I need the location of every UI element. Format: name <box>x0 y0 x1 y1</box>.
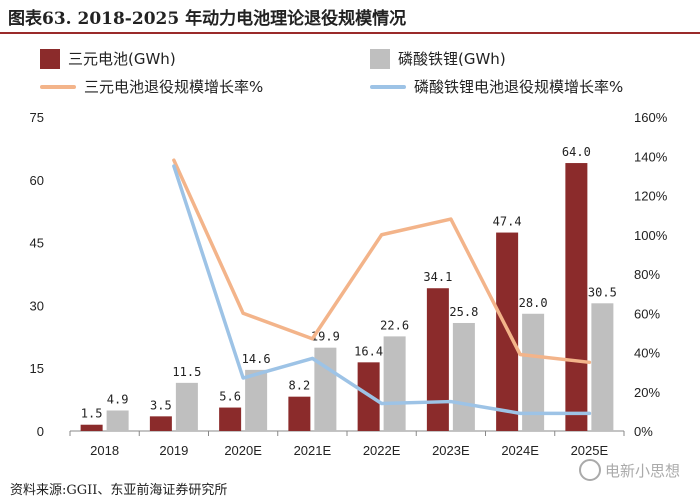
x-tick-label: 2021E <box>294 443 332 458</box>
bar-ncm <box>80 424 103 431</box>
bar-lfp <box>245 369 268 431</box>
data-label-lfp: 14.6 <box>242 352 271 366</box>
legend-line-ncm-growth <box>40 84 76 89</box>
bar-ncm <box>426 288 449 431</box>
x-tick-label: 2020E <box>224 443 262 458</box>
y-right-tick-label: 120% <box>634 189 668 204</box>
data-label-ncm: 8.2 <box>289 379 311 393</box>
bar-ncm <box>565 163 588 431</box>
bar-ncm <box>219 407 242 431</box>
y-right-tick-label: 100% <box>634 228 668 243</box>
legend-label-ncm-growth: 三元电池退役规模增长率% <box>84 78 264 96</box>
chart-title: 图表63. 2018-2025 年动力电池理论退役规模情况 <box>8 9 407 29</box>
y-right-tick-label: 140% <box>634 149 668 164</box>
legend-swatch-ncm <box>40 48 60 69</box>
y-right-tick-label: 0% <box>634 424 653 439</box>
y-left-tick-label: 15 <box>30 361 44 376</box>
x-tick-label: 2018 <box>90 443 119 458</box>
legend: 三元电池(GWh) 磷酸铁锂(GWh) 三元电池退役规模增长率% 磷酸铁锂电池退… <box>0 40 700 100</box>
y-left-tick-label: 60 <box>30 173 44 188</box>
legend-item-ncm: 三元电池(GWh) <box>40 48 176 69</box>
legend-item-lfp: 磷酸铁锂(GWh) <box>370 48 506 69</box>
data-label-ncm: 1.5 <box>81 407 103 421</box>
y-right-tick-label: 60% <box>634 306 660 321</box>
y-right-tick-label: 80% <box>634 267 660 282</box>
y-left-tick-label: 0 <box>37 424 44 439</box>
x-tick-label: 2025E <box>571 443 609 458</box>
watermark: 电新小思想 <box>578 459 680 481</box>
data-label-lfp: 30.5 <box>588 285 617 299</box>
bar-lfp <box>383 336 406 431</box>
legend-item-lfp-growth: 磷酸铁锂电池退役规模增长率% <box>370 76 623 97</box>
bar-lfp <box>452 322 475 431</box>
legend-label-lfp-growth: 磷酸铁锂电池退役规模增长率% <box>414 78 624 96</box>
bar-lfp <box>175 382 198 431</box>
bar-ncm <box>288 396 311 431</box>
data-label-lfp: 28.0 <box>519 296 548 310</box>
data-label-ncm: 34.1 <box>423 270 452 284</box>
y-right-tick-label: 20% <box>634 385 660 400</box>
data-label-ncm: 3.5 <box>150 398 172 412</box>
data-label-lfp: 22.6 <box>380 318 409 332</box>
x-tick-label: 2019 <box>159 443 188 458</box>
source-note: 资料来源:GGII、东亚前海证券研究所 <box>10 483 228 498</box>
data-label-ncm: 5.6 <box>219 390 241 404</box>
x-tick-label: 2022E <box>363 443 401 458</box>
data-label-lfp: 11.5 <box>172 365 201 379</box>
data-label-ncm: 47.4 <box>493 215 522 229</box>
watermark-text: 电新小思想 <box>604 461 680 480</box>
data-label-ncm: 16.4 <box>354 344 383 358</box>
data-label-ncm: 64.0 <box>562 145 591 159</box>
legend-swatch-lfp <box>370 48 390 69</box>
chart-area: 0 15 30 45 60 75 0% 20% 40% 60% 80% 100% 120% 140% 160… <box>30 110 668 458</box>
x-tick-label: 2024E <box>501 443 539 458</box>
y-left-tick-label: 45 <box>30 236 44 251</box>
title-bar: 图表63. 2018-2025 年动力电池理论退役规模情况 <box>0 0 700 34</box>
y-right-tick-label: 40% <box>634 346 660 361</box>
legend-label-lfp: 磷酸铁锂(GWh) <box>398 50 506 68</box>
y-left-tick-label: 75 <box>30 110 44 125</box>
x-tick-label: 2023E <box>432 443 470 458</box>
wechat-icon <box>578 459 601 481</box>
legend-line-lfp-growth <box>370 84 406 89</box>
y-left-tick-label: 30 <box>30 298 44 313</box>
bar-lfp <box>522 313 545 431</box>
legend-label-ncm: 三元电池(GWh) <box>68 50 176 68</box>
data-label-lfp: 4.9 <box>107 392 129 406</box>
bar-ncm <box>149 416 172 431</box>
y-right-tick-label: 160% <box>634 110 668 125</box>
legend-item-ncm-growth: 三元电池退役规模增长率% <box>40 76 263 97</box>
bar-lfp <box>106 410 129 431</box>
data-label-lfp: 25.8 <box>449 305 478 319</box>
bar-lfp <box>591 303 614 431</box>
